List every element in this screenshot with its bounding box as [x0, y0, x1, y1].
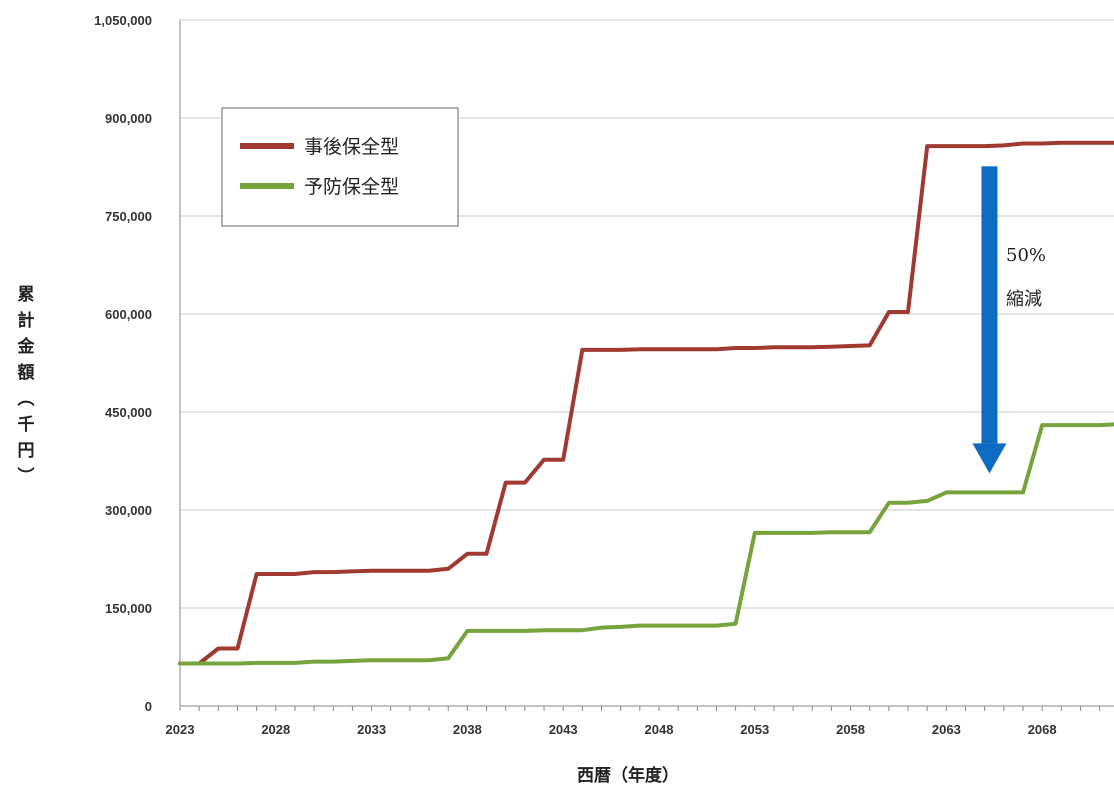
y-tick-label: 1,050,000 [94, 13, 152, 28]
y-axis-title-char: 金 [17, 336, 36, 357]
x-axis-title: 西暦（年度） [577, 765, 679, 786]
x-tick-label: 2048 [645, 722, 674, 737]
y-tick-label: 300,000 [105, 503, 152, 518]
y-axis-title-char: 累 [18, 285, 35, 305]
x-tick-label: 2058 [836, 722, 865, 737]
arrow-shaft [981, 166, 998, 444]
annotation-percent: 50% [1006, 245, 1046, 266]
y-tick-label: 450,000 [105, 405, 152, 420]
y-tick-label: 0 [145, 699, 152, 714]
x-tick-label: 2033 [357, 722, 386, 737]
axes [179, 20, 1114, 711]
y-tick-label: 750,000 [105, 209, 152, 224]
y-tick-label: 900,000 [105, 111, 152, 126]
x-tick-label: 2028 [261, 722, 290, 737]
legend-label-series-1: 事後保全型 [304, 136, 399, 158]
x-tick-label: 2023 [166, 722, 195, 737]
series-line-1 [178, 140, 1114, 666]
y-axis-title-char: 額 [17, 362, 35, 383]
legend-box [221, 107, 459, 227]
x-tick-label: 2053 [740, 722, 769, 737]
x-tick-label: 2068 [1028, 722, 1057, 737]
x-tick-label: 2063 [932, 722, 961, 737]
x-tick-label: 2043 [549, 722, 578, 737]
y-axis-title-char: ︵ [18, 389, 35, 409]
series-lines [178, 140, 1114, 666]
x-tick-labels: 2023 2028 2033 2038 2043 2048 2053 2058 2063 2068 [166, 722, 1057, 737]
y-axis-title-char: 計 [18, 310, 35, 331]
y-tick-label: 150,000 [105, 601, 152, 616]
y-tick-labels: 0 150,000 300,000 450,000 600,000 750,000 900,… [94, 13, 152, 714]
y-axis-title-char: 円 [18, 441, 35, 461]
y-tick-label: 600,000 [105, 307, 152, 322]
y-axis-title-char: ︶ [18, 466, 35, 487]
legend: 事後保全型 予防保全型 [221, 107, 459, 227]
reduction-arrow [972, 166, 1007, 474]
legend-label-series-2: 予防保全型 [304, 176, 399, 198]
annotation-reduction: 縮減 [1006, 289, 1042, 310]
x-tick-label: 2038 [453, 722, 482, 737]
arrow-head [972, 443, 1007, 474]
y-axis-title-char: 千 [18, 415, 35, 435]
series-line-2 [178, 422, 1114, 666]
